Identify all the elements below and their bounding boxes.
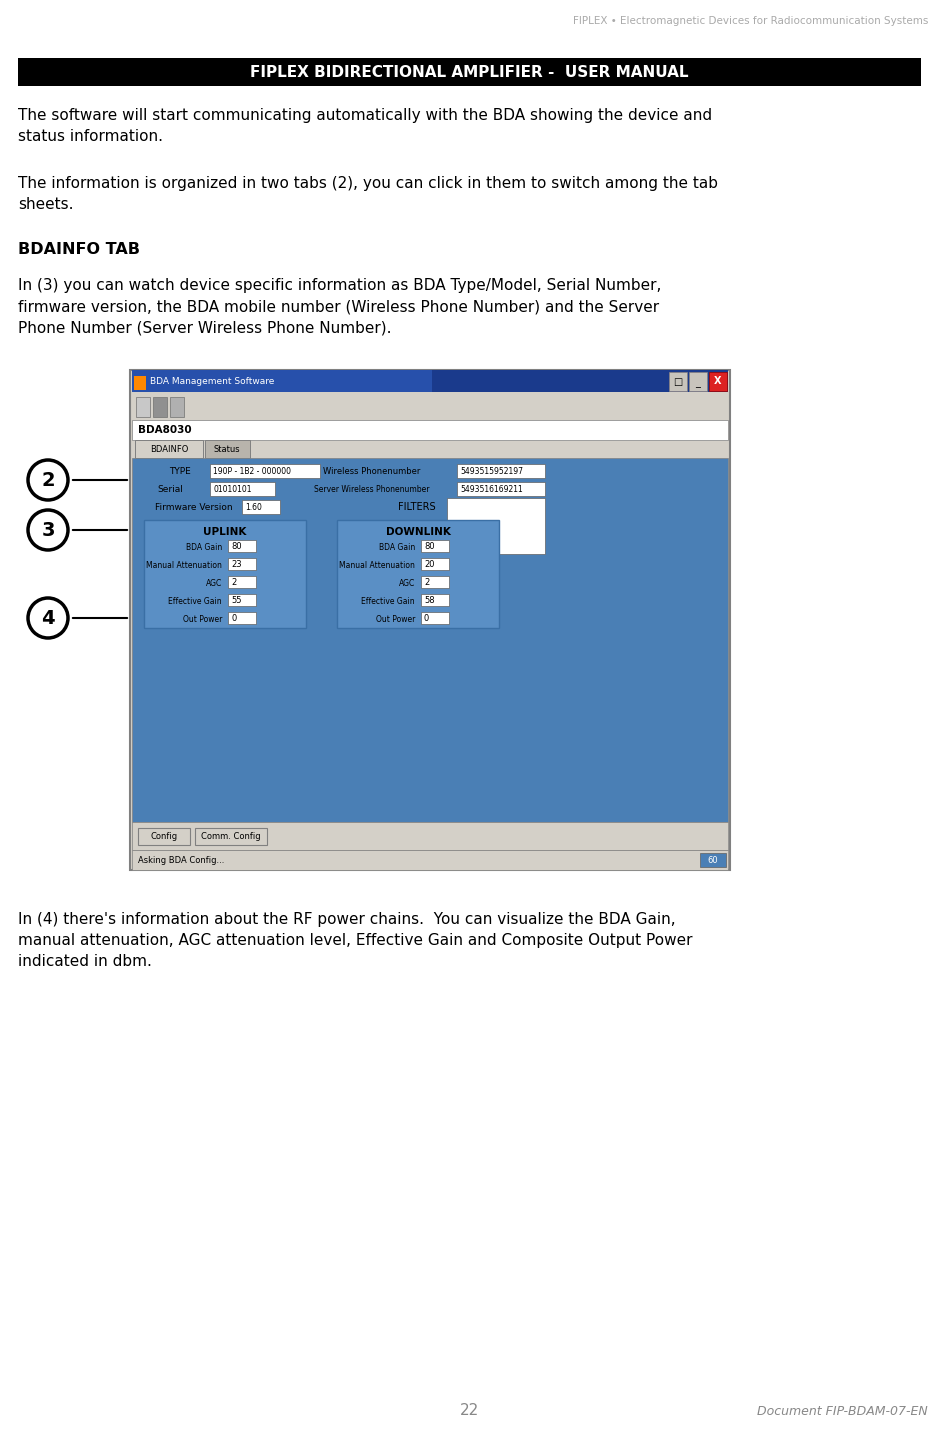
Text: Comm. Config: Comm. Config xyxy=(201,833,261,841)
Text: In (3) you can watch device specific information as BDA Type/Model, Serial Numbe: In (3) you can watch device specific inf… xyxy=(18,278,661,335)
Text: AGC: AGC xyxy=(206,579,222,588)
Bar xyxy=(136,397,150,417)
Text: Effective Gain: Effective Gain xyxy=(168,596,222,606)
Text: 5493516169211: 5493516169211 xyxy=(460,484,523,493)
Bar xyxy=(421,540,449,552)
Text: BDA Management Software: BDA Management Software xyxy=(150,377,274,385)
Text: 2: 2 xyxy=(424,577,429,586)
Text: AGC: AGC xyxy=(399,579,415,588)
Bar xyxy=(421,557,449,570)
Text: BDAINFO TAB: BDAINFO TAB xyxy=(18,242,140,257)
Text: FIPLEX • Electromagnetic Devices for Radiocommunication Systems: FIPLEX • Electromagnetic Devices for Rad… xyxy=(573,16,928,26)
Text: 58: 58 xyxy=(424,596,435,605)
Bar xyxy=(132,823,728,850)
Text: 0: 0 xyxy=(424,613,429,622)
Text: Config: Config xyxy=(150,833,177,841)
Text: Wireless Phonenumber: Wireless Phonenumber xyxy=(323,467,421,476)
Text: Document FIP-BDAM-07-EN: Document FIP-BDAM-07-EN xyxy=(757,1404,928,1419)
Text: Out Power: Out Power xyxy=(376,615,415,623)
Circle shape xyxy=(28,598,68,638)
Text: 4: 4 xyxy=(41,609,54,628)
Text: Status: Status xyxy=(214,444,240,453)
Bar xyxy=(135,440,203,459)
Text: 22: 22 xyxy=(460,1403,479,1419)
Text: X: X xyxy=(715,375,722,385)
Text: Server Wireless Phonenumber: Server Wireless Phonenumber xyxy=(315,484,430,493)
Bar xyxy=(421,612,449,623)
Text: BDA Gain: BDA Gain xyxy=(186,543,222,552)
Bar xyxy=(228,612,256,623)
Text: Manual Attenuation: Manual Attenuation xyxy=(339,560,415,569)
Bar xyxy=(130,370,730,870)
Text: 23: 23 xyxy=(231,559,241,569)
Bar xyxy=(228,540,256,552)
Text: 2: 2 xyxy=(231,577,237,586)
Text: BDA Gain: BDA Gain xyxy=(378,543,415,552)
Bar xyxy=(144,520,306,628)
Bar xyxy=(457,481,545,496)
Text: In (4) there's information about the RF power chains.  You can visualize the BDA: In (4) there's information about the RF … xyxy=(18,911,692,969)
Text: FIPLEX BIDIRECTIONAL AMPLIFIER -  USER MANUAL: FIPLEX BIDIRECTIONAL AMPLIFIER - USER MA… xyxy=(251,64,688,79)
Text: 3: 3 xyxy=(41,520,54,539)
Text: Manual Attenuation: Manual Attenuation xyxy=(146,560,222,569)
Text: Firmware Version: Firmware Version xyxy=(155,503,233,512)
Bar xyxy=(337,520,499,628)
Bar xyxy=(242,500,280,514)
Text: Out Power: Out Power xyxy=(182,615,222,623)
Bar xyxy=(689,373,707,391)
Bar xyxy=(132,370,432,393)
Text: Serial: Serial xyxy=(157,484,183,493)
Bar xyxy=(709,373,727,391)
Bar xyxy=(421,595,449,606)
Text: The information is organized in two tabs (2), you can click in them to switch am: The information is organized in two tabs… xyxy=(18,176,718,212)
Bar xyxy=(210,464,320,479)
Bar xyxy=(132,393,728,420)
Bar xyxy=(700,853,726,867)
Text: 60: 60 xyxy=(708,856,718,864)
Bar xyxy=(457,464,545,479)
Bar xyxy=(132,420,728,440)
Text: FILTERS: FILTERS xyxy=(398,502,436,512)
Text: 0: 0 xyxy=(231,613,237,622)
Text: BDAINFO: BDAINFO xyxy=(150,444,188,453)
Text: □: □ xyxy=(673,377,683,387)
Text: 2: 2 xyxy=(41,470,54,490)
Text: 80: 80 xyxy=(424,542,435,550)
Bar xyxy=(205,440,250,459)
Bar xyxy=(18,57,921,86)
Bar xyxy=(132,370,728,393)
Bar xyxy=(228,595,256,606)
Circle shape xyxy=(28,460,68,500)
Text: 55: 55 xyxy=(231,596,241,605)
Text: DOWNLINK: DOWNLINK xyxy=(386,527,451,537)
Bar xyxy=(153,397,167,417)
Circle shape xyxy=(28,510,68,550)
Text: The software will start communicating automatically with the BDA showing the dev: The software will start communicating au… xyxy=(18,107,712,143)
Bar xyxy=(132,850,728,870)
Bar xyxy=(195,828,267,845)
Text: Effective Gain: Effective Gain xyxy=(362,596,415,606)
Text: 190P - 1B2 - 000000: 190P - 1B2 - 000000 xyxy=(213,467,291,476)
Bar xyxy=(138,828,190,845)
Bar xyxy=(447,499,545,555)
Text: _: _ xyxy=(696,378,700,388)
Bar xyxy=(134,375,146,390)
Bar xyxy=(228,576,256,588)
Text: UPLINK: UPLINK xyxy=(204,527,247,537)
Text: TYPE: TYPE xyxy=(169,467,191,476)
Text: 80: 80 xyxy=(231,542,241,550)
Text: 5493515952197: 5493515952197 xyxy=(460,467,523,476)
Bar xyxy=(421,576,449,588)
Text: 01010101: 01010101 xyxy=(213,484,252,493)
Text: Asking BDA Config...: Asking BDA Config... xyxy=(138,856,224,864)
Bar xyxy=(210,481,275,496)
Bar xyxy=(170,397,184,417)
Text: 20: 20 xyxy=(424,559,435,569)
Text: 1.60: 1.60 xyxy=(245,503,262,512)
Text: BDA8030: BDA8030 xyxy=(138,426,192,436)
Bar xyxy=(228,557,256,570)
Bar xyxy=(669,373,687,391)
Bar xyxy=(132,459,728,823)
